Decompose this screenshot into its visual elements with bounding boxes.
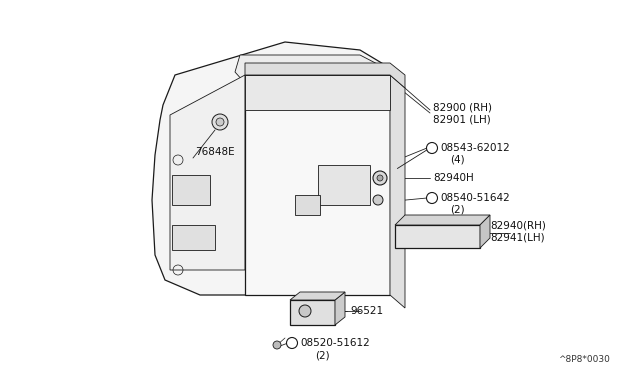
Text: 08543-62012: 08543-62012 xyxy=(440,143,509,153)
Polygon shape xyxy=(170,75,245,270)
Polygon shape xyxy=(290,292,345,300)
Text: 76848E: 76848E xyxy=(195,147,235,157)
Text: S: S xyxy=(287,339,292,347)
Polygon shape xyxy=(390,75,405,308)
Text: 08540-51642: 08540-51642 xyxy=(440,193,509,203)
Polygon shape xyxy=(245,63,405,88)
Polygon shape xyxy=(245,75,390,295)
Text: (2): (2) xyxy=(450,205,465,215)
Circle shape xyxy=(287,337,298,349)
Text: 08520-51612: 08520-51612 xyxy=(300,338,370,348)
Polygon shape xyxy=(318,165,370,205)
Polygon shape xyxy=(172,225,215,250)
Polygon shape xyxy=(395,215,490,225)
Circle shape xyxy=(373,195,383,205)
Polygon shape xyxy=(395,225,480,248)
Circle shape xyxy=(273,341,281,349)
Polygon shape xyxy=(295,195,320,215)
Text: 96521: 96521 xyxy=(350,306,383,316)
Circle shape xyxy=(426,192,438,203)
Polygon shape xyxy=(245,75,390,110)
Text: 82900 (RH): 82900 (RH) xyxy=(433,103,492,113)
Text: 82941(LH): 82941(LH) xyxy=(490,232,545,242)
Polygon shape xyxy=(235,55,385,100)
Circle shape xyxy=(216,118,224,126)
Polygon shape xyxy=(335,292,345,325)
Text: B: B xyxy=(428,193,433,202)
Circle shape xyxy=(299,305,311,317)
Text: ^8P8*0030: ^8P8*0030 xyxy=(558,356,610,365)
Polygon shape xyxy=(152,42,385,295)
Polygon shape xyxy=(172,175,210,205)
Circle shape xyxy=(426,142,438,154)
Polygon shape xyxy=(480,215,490,248)
Text: (4): (4) xyxy=(450,155,465,165)
Text: 82940(RH): 82940(RH) xyxy=(490,220,546,230)
Circle shape xyxy=(373,171,387,185)
Polygon shape xyxy=(290,300,335,325)
Text: (2): (2) xyxy=(315,350,330,360)
Text: 82901 (LH): 82901 (LH) xyxy=(433,115,491,125)
Circle shape xyxy=(377,175,383,181)
Circle shape xyxy=(212,114,228,130)
Text: 82940H: 82940H xyxy=(433,173,474,183)
Text: S: S xyxy=(428,144,433,153)
